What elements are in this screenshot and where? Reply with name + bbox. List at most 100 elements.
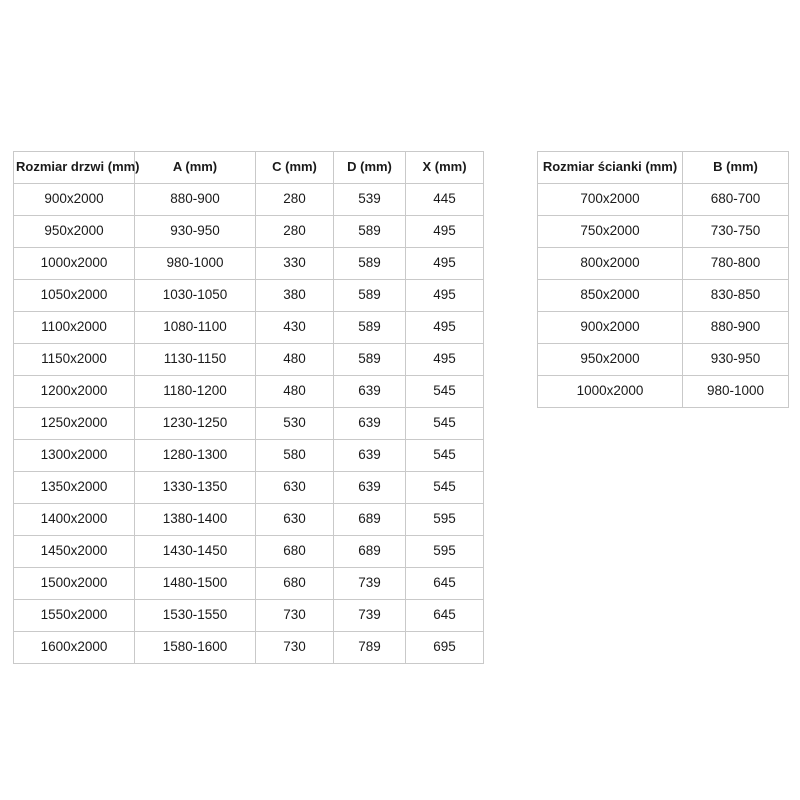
cell-a: 1480-1500 bbox=[134, 567, 256, 600]
cell-a: 1330-1350 bbox=[134, 471, 256, 504]
cell-x: 545 bbox=[405, 471, 484, 504]
cell-c: 430 bbox=[255, 311, 334, 344]
cell-b: 730-750 bbox=[682, 215, 789, 248]
cell-c: 280 bbox=[255, 215, 334, 248]
cell-wall-size: 850x2000 bbox=[537, 279, 683, 312]
column-header-a: A (mm) bbox=[134, 151, 256, 184]
table-row: 850x2000 830-850 bbox=[537, 279, 789, 312]
cell-c: 380 bbox=[255, 279, 334, 312]
table-row: 700x2000 680-700 bbox=[537, 183, 789, 216]
cell-a: 1430-1450 bbox=[134, 535, 256, 568]
cell-wall-size: 700x2000 bbox=[537, 183, 683, 216]
cell-x: 495 bbox=[405, 279, 484, 312]
cell-a: 1530-1550 bbox=[134, 599, 256, 632]
cell-c: 330 bbox=[255, 247, 334, 280]
table-row: 1000x2000 980-1000 330 589 495 bbox=[13, 247, 484, 280]
cell-a: 1080-1100 bbox=[134, 311, 256, 344]
cell-c: 730 bbox=[255, 631, 334, 664]
table-row: 950x2000 930-950 bbox=[537, 343, 789, 376]
cell-b: 830-850 bbox=[682, 279, 789, 312]
table-row: 1100x2000 1080-1100 430 589 495 bbox=[13, 311, 484, 344]
cell-wall-size: 1000x2000 bbox=[537, 375, 683, 408]
cell-c: 480 bbox=[255, 375, 334, 408]
table-row: 800x2000 780-800 bbox=[537, 247, 789, 280]
cell-door-size: 1250x2000 bbox=[13, 407, 135, 440]
cell-c: 280 bbox=[255, 183, 334, 216]
cell-c: 680 bbox=[255, 567, 334, 600]
table-row: 1400x2000 1380-1400 630 689 595 bbox=[13, 503, 484, 536]
cell-d: 589 bbox=[333, 279, 406, 312]
cell-door-size: 1100x2000 bbox=[13, 311, 135, 344]
cell-d: 589 bbox=[333, 247, 406, 280]
cell-wall-size: 900x2000 bbox=[537, 311, 683, 344]
cell-b: 780-800 bbox=[682, 247, 789, 280]
table-row: 1200x2000 1180-1200 480 639 545 bbox=[13, 375, 484, 408]
table-row: 1150x2000 1130-1150 480 589 495 bbox=[13, 343, 484, 376]
cell-d: 639 bbox=[333, 471, 406, 504]
cell-x: 545 bbox=[405, 439, 484, 472]
cell-a: 1580-1600 bbox=[134, 631, 256, 664]
cell-x: 695 bbox=[405, 631, 484, 664]
cell-door-size: 950x2000 bbox=[13, 215, 135, 248]
cell-a: 930-950 bbox=[134, 215, 256, 248]
cell-x: 595 bbox=[405, 535, 484, 568]
table-row: 1350x2000 1330-1350 630 639 545 bbox=[13, 471, 484, 504]
cell-b: 880-900 bbox=[682, 311, 789, 344]
table-row: 1600x2000 1580-1600 730 789 695 bbox=[13, 631, 484, 664]
table-row: 750x2000 730-750 bbox=[537, 215, 789, 248]
cell-d: 639 bbox=[333, 439, 406, 472]
cell-door-size: 1050x2000 bbox=[13, 279, 135, 312]
cell-x: 495 bbox=[405, 311, 484, 344]
cell-c: 530 bbox=[255, 407, 334, 440]
cell-d: 589 bbox=[333, 343, 406, 376]
cell-d: 689 bbox=[333, 535, 406, 568]
cell-b: 930-950 bbox=[682, 343, 789, 376]
cell-x: 645 bbox=[405, 567, 484, 600]
column-header-wall-size: Rozmiar ścianki (mm) bbox=[537, 151, 683, 184]
column-header-x: X (mm) bbox=[405, 151, 484, 184]
column-header-b: B (mm) bbox=[682, 151, 789, 184]
table-header-row: Rozmiar ścianki (mm) B (mm) bbox=[537, 151, 789, 184]
wall-table-body: 700x2000 680-700 750x2000 730-750 800x20… bbox=[537, 183, 789, 408]
column-header-d: D (mm) bbox=[333, 151, 406, 184]
cell-a: 980-1000 bbox=[134, 247, 256, 280]
cell-c: 580 bbox=[255, 439, 334, 472]
cell-door-size: 1300x2000 bbox=[13, 439, 135, 472]
cell-door-size: 1600x2000 bbox=[13, 631, 135, 664]
table-row: 1450x2000 1430-1450 680 689 595 bbox=[13, 535, 484, 568]
cell-d: 789 bbox=[333, 631, 406, 664]
cell-x: 645 bbox=[405, 599, 484, 632]
table-row: 1050x2000 1030-1050 380 589 495 bbox=[13, 279, 484, 312]
wall-panel-size-table: Rozmiar ścianki (mm) B (mm) 700x2000 680… bbox=[537, 151, 789, 408]
cell-x: 545 bbox=[405, 407, 484, 440]
cell-c: 630 bbox=[255, 471, 334, 504]
cell-a: 880-900 bbox=[134, 183, 256, 216]
doors-table-head: Rozmiar drzwi (mm) A (mm) C (mm) D (mm) … bbox=[13, 151, 484, 184]
table-row: 1550x2000 1530-1550 730 739 645 bbox=[13, 599, 484, 632]
cell-door-size: 1200x2000 bbox=[13, 375, 135, 408]
cell-door-size: 1400x2000 bbox=[13, 503, 135, 536]
cell-d: 739 bbox=[333, 567, 406, 600]
column-header-c: C (mm) bbox=[255, 151, 334, 184]
cell-a: 1180-1200 bbox=[134, 375, 256, 408]
cell-wall-size: 750x2000 bbox=[537, 215, 683, 248]
table-row: 1250x2000 1230-1250 530 639 545 bbox=[13, 407, 484, 440]
doors-size-table: Rozmiar drzwi (mm) A (mm) C (mm) D (mm) … bbox=[13, 151, 484, 664]
cell-x: 545 bbox=[405, 375, 484, 408]
cell-wall-size: 950x2000 bbox=[537, 343, 683, 376]
cell-c: 730 bbox=[255, 599, 334, 632]
cell-c: 480 bbox=[255, 343, 334, 376]
cell-door-size: 1500x2000 bbox=[13, 567, 135, 600]
table-header-row: Rozmiar drzwi (mm) A (mm) C (mm) D (mm) … bbox=[13, 151, 484, 184]
cell-x: 445 bbox=[405, 183, 484, 216]
doors-table-body: 900x2000 880-900 280 539 445 950x2000 93… bbox=[13, 183, 484, 664]
cell-door-size: 1450x2000 bbox=[13, 535, 135, 568]
cell-door-size: 1550x2000 bbox=[13, 599, 135, 632]
cell-d: 739 bbox=[333, 599, 406, 632]
cell-x: 495 bbox=[405, 215, 484, 248]
cell-x: 495 bbox=[405, 247, 484, 280]
wall-table-head: Rozmiar ścianki (mm) B (mm) bbox=[537, 151, 789, 184]
table-row: 950x2000 930-950 280 589 495 bbox=[13, 215, 484, 248]
table-row: 1500x2000 1480-1500 680 739 645 bbox=[13, 567, 484, 600]
cell-door-size: 1000x2000 bbox=[13, 247, 135, 280]
